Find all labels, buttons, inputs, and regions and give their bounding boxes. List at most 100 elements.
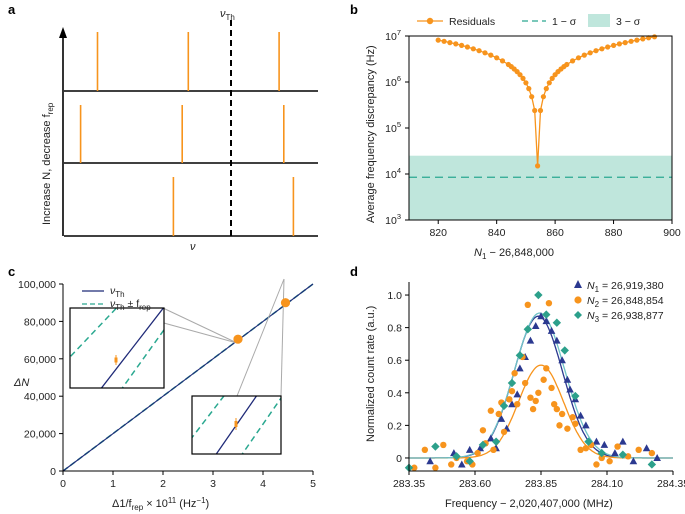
legend-n2-marker <box>574 296 582 304</box>
connector-2 <box>162 307 238 344</box>
scan-point-n2 <box>558 410 566 418</box>
scan-point-n1 <box>582 421 590 429</box>
scan-point-n2 <box>432 464 439 471</box>
panel-label-b: b <box>350 2 358 17</box>
x-tick-label: 5 <box>310 478 316 490</box>
panel-label-d: d <box>350 264 358 279</box>
residual-point <box>532 107 538 114</box>
residual-point <box>535 163 541 169</box>
residuals-points <box>435 34 658 169</box>
comb-rows <box>64 32 318 237</box>
panel-d-chart: 283.35 283.60 283.85 284.10 284.35 0 0.2 0.4 0.6… <box>365 280 685 510</box>
residual-point <box>564 61 570 68</box>
scan-point-n2 <box>572 420 579 427</box>
scan-point-n2 <box>495 410 502 418</box>
legend-vth-frep-label: νTh ± frep <box>110 298 151 312</box>
scan-point-n1 <box>563 375 572 383</box>
scan-point-n3 <box>515 351 525 360</box>
x-tick-label: 860 <box>546 227 564 239</box>
residual-point <box>651 34 658 40</box>
residual-point <box>488 52 494 58</box>
scan-point-n2 <box>598 454 605 462</box>
scan-point-n3 <box>452 452 461 461</box>
residual-point <box>570 58 576 64</box>
legend-n3-label: N3 = 26,938,877 <box>587 310 664 324</box>
panel-b-xlabel: N1 − 26,848,000 <box>474 247 554 261</box>
panel-label-c: c <box>8 264 15 279</box>
scan-point-n2 <box>532 397 539 405</box>
residual-point <box>640 36 646 42</box>
residual-point <box>634 37 640 43</box>
panel-c-ticks: 0 1 2 3 4 5 0 20,000 40,000 60,000 80,000 100,000 <box>18 279 316 490</box>
scan-point-n1 <box>553 336 561 344</box>
residual-point <box>526 86 532 92</box>
scan-point-n1 <box>653 453 661 461</box>
x-tick-label: 284.35 <box>657 478 685 490</box>
residual-point <box>453 41 459 47</box>
scan-point-n2 <box>606 458 613 465</box>
scan-point-n2 <box>421 446 429 454</box>
legend-residuals-marker <box>426 17 434 25</box>
scan-point-n2 <box>474 449 481 457</box>
legend-n2-label: N2 = 26,848,854 <box>587 295 664 309</box>
legend-n3-marker <box>574 311 582 319</box>
panel-b-ylabel: Average frequency discrepancy (Hz) <box>365 45 377 223</box>
scan-point-n3 <box>552 318 562 327</box>
y-tick-label: 105 <box>385 120 401 135</box>
scan-point-n2 <box>569 414 576 421</box>
x-tick-label: 820 <box>429 227 447 239</box>
residual-point <box>441 38 447 44</box>
residual-point <box>537 107 544 114</box>
scan-point-n2 <box>508 387 516 395</box>
y-tick-label: 104 <box>385 166 401 181</box>
x-tick-label: 2 <box>160 478 166 490</box>
residual-point <box>593 48 599 54</box>
scan-point-n1 <box>576 411 585 419</box>
scan-point-n3 <box>584 437 593 446</box>
residual-point <box>435 37 441 43</box>
residual-point <box>517 72 523 78</box>
scan-point-n2 <box>548 384 555 392</box>
legend-residuals-label: Residuals <box>449 16 495 28</box>
x-tick-label: 3 <box>210 478 216 490</box>
scan-point-n1 <box>531 321 540 329</box>
x-tick-label: 283.60 <box>459 478 491 490</box>
scan-point-n2 <box>553 405 561 413</box>
residual-point <box>575 55 582 61</box>
scan-point-n1 <box>619 437 627 445</box>
scan-point-n1 <box>526 336 535 344</box>
scan-point-n3 <box>431 442 440 451</box>
scan-point-n2 <box>490 446 497 454</box>
scan-point-n1 <box>611 449 619 457</box>
scan-point-n2 <box>448 461 455 468</box>
x-tick-label: 1 <box>110 478 116 490</box>
scan-point-n1 <box>566 385 574 393</box>
y-tick-label: 0.8 <box>387 323 402 335</box>
scan-point-n2 <box>506 396 513 403</box>
scan-point-n2 <box>521 379 529 387</box>
scan-point-n3 <box>571 391 580 401</box>
y-tick-label: 106 <box>385 74 401 89</box>
y-tick-label: 0 <box>50 466 56 478</box>
legend-n1-label: N1 = 26,919,380 <box>587 280 664 294</box>
y-tick-label: 103 <box>385 212 401 227</box>
panel-c-xlabel: Δ1/frep × 1011 (Hz−1) <box>112 496 209 512</box>
residual-point <box>470 46 476 52</box>
residual-point <box>523 80 529 86</box>
residual-point <box>605 44 611 50</box>
threshold-label: νTh <box>220 8 235 22</box>
scan-point-n3 <box>465 457 474 466</box>
scan-point-n2 <box>551 400 558 408</box>
x-tick-label: 283.35 <box>393 478 425 490</box>
y-tick-label: 40,000 <box>24 391 56 403</box>
gaussian-fits <box>409 312 673 459</box>
scan-point-n2 <box>514 400 521 408</box>
scan-point-n1 <box>547 326 556 334</box>
y-tick-label: 80,000 <box>24 316 56 328</box>
scan-point-n1 <box>592 437 601 445</box>
scan-point-n1 <box>513 390 522 398</box>
residual-point <box>447 40 453 46</box>
scan-point-n1 <box>487 434 495 442</box>
scan-point-n1 <box>497 414 506 422</box>
legend-sigma1-label: 1 − σ <box>552 16 577 28</box>
